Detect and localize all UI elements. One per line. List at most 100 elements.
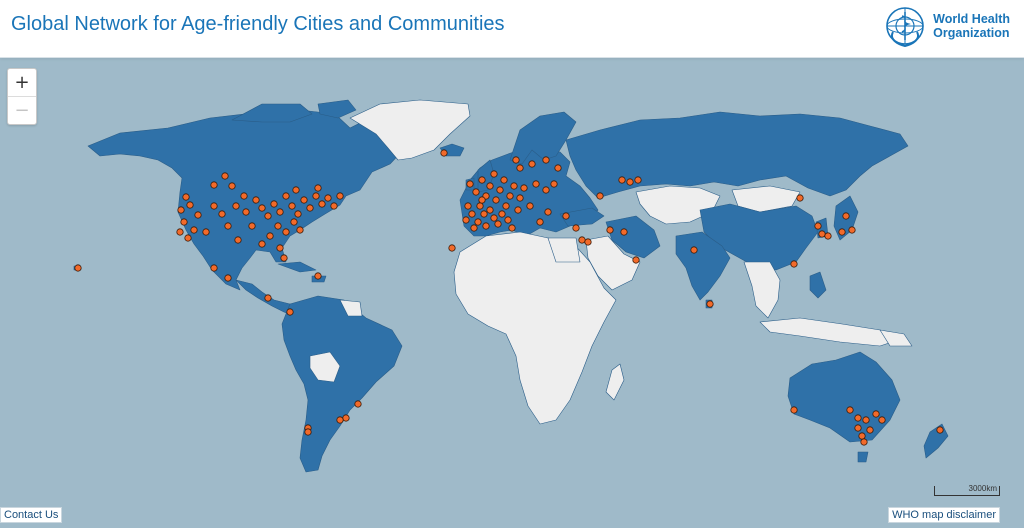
city-marker[interactable] (486, 206, 494, 214)
city-marker[interactable] (502, 202, 510, 210)
city-marker[interactable] (490, 214, 498, 222)
city-marker[interactable] (306, 204, 314, 212)
city-marker[interactable] (288, 202, 296, 210)
city-marker[interactable] (314, 272, 322, 280)
country-egypt[interactable] (547, 237, 581, 263)
city-marker[interactable] (842, 212, 850, 220)
city-marker[interactable] (858, 432, 866, 440)
city-marker[interactable] (818, 230, 826, 238)
city-marker[interactable] (258, 204, 266, 212)
map-disclaimer-link[interactable]: WHO map disclaimer (888, 507, 1000, 523)
zoom-out-button[interactable]: − (14, 100, 30, 121)
country-arctic-islands[interactable] (231, 99, 357, 123)
city-marker[interactable] (248, 222, 256, 230)
city-marker[interactable] (542, 156, 550, 164)
country-philippines[interactable] (809, 271, 827, 299)
city-marker[interactable] (224, 222, 232, 230)
city-marker[interactable] (470, 224, 478, 232)
city-marker[interactable] (506, 192, 514, 200)
city-marker[interactable] (184, 234, 192, 242)
country-turkey[interactable] (559, 207, 605, 227)
city-marker[interactable] (542, 186, 550, 194)
city-marker[interactable] (634, 176, 642, 184)
city-marker[interactable] (490, 170, 498, 178)
city-marker[interactable] (464, 202, 472, 210)
city-marker[interactable] (221, 172, 229, 180)
city-marker[interactable] (866, 426, 874, 434)
city-marker[interactable] (224, 274, 232, 282)
city-marker[interactable] (516, 164, 524, 172)
city-marker[interactable] (860, 438, 868, 446)
city-marker[interactable] (854, 424, 862, 432)
city-marker[interactable] (528, 160, 536, 168)
city-marker[interactable] (578, 236, 586, 244)
city-marker[interactable] (862, 416, 870, 424)
city-marker[interactable] (180, 218, 188, 226)
country-tasmania[interactable] (857, 451, 869, 463)
city-marker[interactable] (550, 180, 558, 188)
country-greenland[interactable] (349, 99, 471, 161)
city-marker[interactable] (494, 220, 502, 228)
city-marker[interactable] (512, 156, 520, 164)
city-marker[interactable] (336, 416, 344, 424)
country-north-america[interactable] (87, 109, 406, 291)
city-marker[interactable] (312, 192, 320, 200)
city-marker[interactable] (504, 216, 512, 224)
city-marker[interactable] (706, 300, 714, 308)
city-marker[interactable] (480, 210, 488, 218)
country-south-america[interactable] (281, 295, 403, 473)
city-marker[interactable] (274, 222, 282, 230)
city-marker[interactable] (182, 193, 190, 201)
city-marker[interactable] (318, 200, 326, 208)
city-marker[interactable] (936, 426, 944, 434)
city-marker[interactable] (478, 176, 486, 184)
city-marker[interactable] (354, 400, 362, 408)
city-marker[interactable] (690, 246, 698, 254)
city-marker[interactable] (202, 228, 210, 236)
city-marker[interactable] (854, 414, 862, 422)
city-marker[interactable] (177, 206, 185, 214)
city-marker[interactable] (330, 202, 338, 210)
city-marker[interactable] (544, 208, 552, 216)
city-marker[interactable] (554, 164, 562, 172)
contact-us-link[interactable]: Contact Us (0, 507, 63, 523)
city-marker[interactable] (790, 406, 798, 414)
city-marker[interactable] (462, 216, 470, 224)
city-marker[interactable] (190, 226, 198, 234)
city-marker[interactable] (536, 218, 544, 226)
city-marker[interactable] (324, 194, 332, 202)
city-marker[interactable] (264, 212, 272, 220)
city-marker[interactable] (474, 218, 482, 226)
city-marker[interactable] (466, 180, 474, 188)
city-marker[interactable] (304, 428, 312, 436)
city-marker[interactable] (194, 211, 202, 219)
city-marker[interactable] (280, 254, 288, 262)
city-marker[interactable] (482, 222, 490, 230)
city-marker[interactable] (276, 244, 284, 252)
country-bolivia[interactable] (309, 351, 341, 383)
city-marker[interactable] (472, 188, 480, 196)
city-marker[interactable] (242, 208, 250, 216)
city-marker[interactable] (478, 196, 486, 204)
city-marker[interactable] (266, 232, 274, 240)
city-marker[interactable] (476, 202, 484, 210)
city-marker[interactable] (468, 210, 476, 218)
country-papua-new-guinea[interactable] (879, 329, 913, 347)
city-marker[interactable] (258, 240, 266, 248)
city-marker[interactable] (292, 186, 300, 194)
city-marker[interactable] (838, 228, 846, 236)
city-marker[interactable] (572, 224, 580, 232)
city-marker[interactable] (508, 224, 516, 232)
world-map[interactable] (0, 58, 1024, 528)
city-marker[interactable] (336, 192, 344, 200)
city-marker[interactable] (626, 178, 634, 186)
city-marker[interactable] (276, 208, 284, 216)
city-marker[interactable] (618, 176, 626, 184)
city-marker[interactable] (520, 184, 528, 192)
city-marker[interactable] (846, 406, 854, 414)
country-southeast-asia[interactable] (743, 261, 781, 319)
city-marker[interactable] (240, 192, 248, 200)
city-marker[interactable] (74, 264, 82, 272)
city-marker[interactable] (228, 182, 236, 190)
city-marker[interactable] (234, 236, 242, 244)
